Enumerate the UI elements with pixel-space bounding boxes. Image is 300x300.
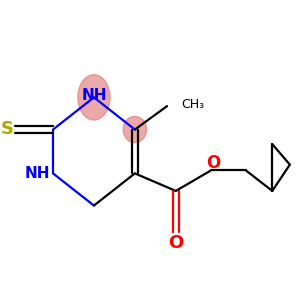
- Text: O: O: [168, 234, 183, 252]
- Text: NH: NH: [24, 166, 50, 181]
- Ellipse shape: [123, 116, 147, 143]
- Text: S: S: [1, 120, 14, 138]
- Ellipse shape: [78, 75, 110, 120]
- Text: CH₃: CH₃: [181, 98, 204, 111]
- Text: NH: NH: [81, 88, 107, 104]
- Text: O: O: [206, 154, 220, 172]
